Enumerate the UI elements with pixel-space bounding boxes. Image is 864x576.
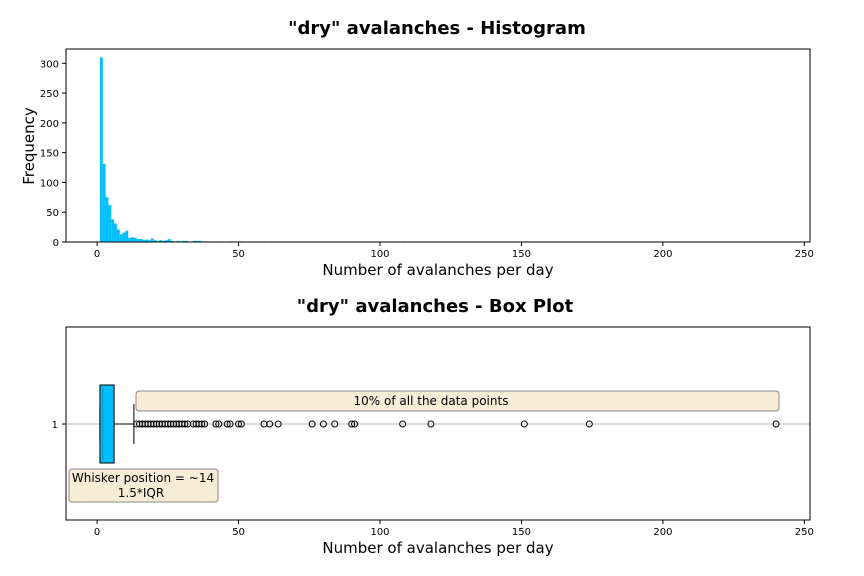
box-iqr — [99, 384, 115, 464]
histogram-bar — [196, 240, 199, 242]
histogram-bar — [125, 230, 129, 242]
histogram-plot-area — [66, 49, 810, 242]
box-elements — [99, 384, 135, 464]
box-outlier — [319, 420, 327, 428]
box-plot-chart: "dry" avalanches - Box Plot 10% of all t… — [52, 296, 814, 557]
histogram-bar — [111, 219, 115, 242]
box-outlier — [331, 420, 339, 428]
box-outlier — [399, 420, 407, 428]
histogram-bar — [198, 240, 202, 242]
histogram-x-tick-label: 50 — [232, 249, 245, 260]
histogram-bar — [131, 237, 134, 242]
histogram-bar — [150, 238, 154, 242]
box-outlier — [351, 420, 359, 428]
box-outlier — [226, 420, 234, 428]
box-plot-y-tick-label: 1 — [52, 420, 58, 431]
annotation-whisker-position-box — [68, 468, 219, 503]
histogram-y-tick-label: 200 — [40, 119, 59, 130]
box-outlier — [520, 420, 528, 428]
box-outlier — [772, 420, 780, 428]
box-plot-title: "dry" avalanches - Box Plot — [297, 296, 574, 317]
histogram-bar — [99, 57, 103, 243]
histogram-bar — [108, 205, 112, 242]
histogram-bar — [139, 239, 143, 242]
box-outlier — [427, 420, 435, 428]
box-outlier — [348, 420, 356, 428]
histogram-bar — [148, 240, 151, 242]
histogram-y-tick-label: 300 — [40, 59, 59, 70]
histogram-x-ticks: 0 50 100 150 200 250 — [94, 242, 814, 260]
box-outlier — [198, 420, 206, 428]
histogram-bar — [136, 239, 140, 242]
annotation-top-10-percent: 10% of all the data points — [135, 390, 780, 412]
histogram-bar — [116, 229, 120, 242]
histogram-bar — [102, 163, 106, 242]
histogram-bar — [122, 232, 126, 242]
box-outlier — [223, 420, 231, 428]
histogram-frame — [65, 48, 811, 243]
histogram-x-tick-label: 250 — [795, 249, 814, 260]
histogram-x-tick-label: 150 — [512, 249, 531, 260]
histogram-bar — [105, 197, 109, 242]
histogram-bar — [153, 240, 157, 242]
histogram-bar — [133, 237, 137, 242]
box-plot-x-tick-label: 250 — [795, 527, 814, 538]
box-outlier — [181, 420, 189, 428]
histogram-bar — [193, 240, 197, 242]
histogram-bar — [156, 240, 160, 242]
histogram-y-tick-label: 50 — [46, 208, 59, 219]
annotation-top-10-percent-box — [135, 390, 780, 412]
box-outlier — [266, 420, 274, 428]
histogram-y-tick-label: 250 — [40, 89, 59, 100]
box-outlier — [235, 420, 243, 428]
histogram-bar — [128, 237, 132, 242]
box-plot-x-tick-label: 100 — [370, 527, 389, 538]
box-outlier — [308, 420, 316, 428]
annotation-whisker-position-line2: 1.5*IQR — [118, 486, 164, 500]
box-plot-x-ticks: 0 50 100 150 200 250 — [94, 520, 814, 538]
histogram-bar — [142, 239, 146, 242]
box-plot-x-tick-label: 200 — [653, 527, 672, 538]
histogram-y-tick-label: 100 — [40, 178, 59, 189]
box-outlier — [237, 420, 245, 428]
histogram-x-tick-label: 0 — [94, 249, 100, 260]
annotation-whisker-position-line1: Whisker position = ~14 — [72, 471, 214, 485]
histogram-bar — [181, 240, 185, 242]
histogram-x-axis-label: Number of avalanches per day — [322, 261, 553, 279]
histogram-bar — [145, 239, 149, 242]
box-outlier — [215, 420, 223, 428]
box-outlier — [585, 420, 593, 428]
histogram-bar — [184, 240, 188, 242]
histogram-bar — [119, 234, 123, 242]
box-plot-y-tick: 1 — [52, 420, 66, 431]
histogram-y-tick-label: 0 — [53, 238, 59, 249]
histogram-bar — [176, 240, 180, 242]
box-outlier — [274, 420, 282, 428]
histogram-bar — [159, 240, 163, 242]
histogram-x-tick-label: 200 — [653, 249, 672, 260]
box-plot-x-axis-label: Number of avalanches per day — [322, 539, 553, 557]
histogram-bar — [170, 240, 174, 242]
box-plot-x-tick-label: 150 — [512, 527, 531, 538]
box-outlier — [212, 420, 220, 428]
annotation-whisker-position: Whisker position = ~14 1.5*IQR — [68, 468, 219, 503]
box-plot-x-tick-label: 50 — [232, 527, 245, 538]
histogram-bar — [165, 240, 168, 242]
histogram-bar — [167, 239, 171, 242]
box-outliers — [133, 420, 780, 428]
histogram-y-tick-label: 150 — [40, 149, 59, 160]
histogram-y-axis-label: Frequency — [20, 107, 38, 185]
histogram-bar — [162, 240, 166, 242]
box-outlier — [201, 420, 209, 428]
histogram-y-ticks: 0 50 100 150 200 250 300 — [40, 59, 66, 249]
histogram-title: "dry" avalanches - Histogram — [288, 18, 586, 39]
histogram-x-tick-label: 100 — [370, 249, 389, 260]
histogram-bar — [114, 223, 117, 242]
histogram-chart: "dry" avalanches - Histogram 0 50 100 150 20… — [20, 18, 814, 279]
annotation-top-10-percent-text: 10% of all the data points — [354, 394, 509, 408]
box-plot-x-tick-label: 0 — [94, 527, 100, 538]
